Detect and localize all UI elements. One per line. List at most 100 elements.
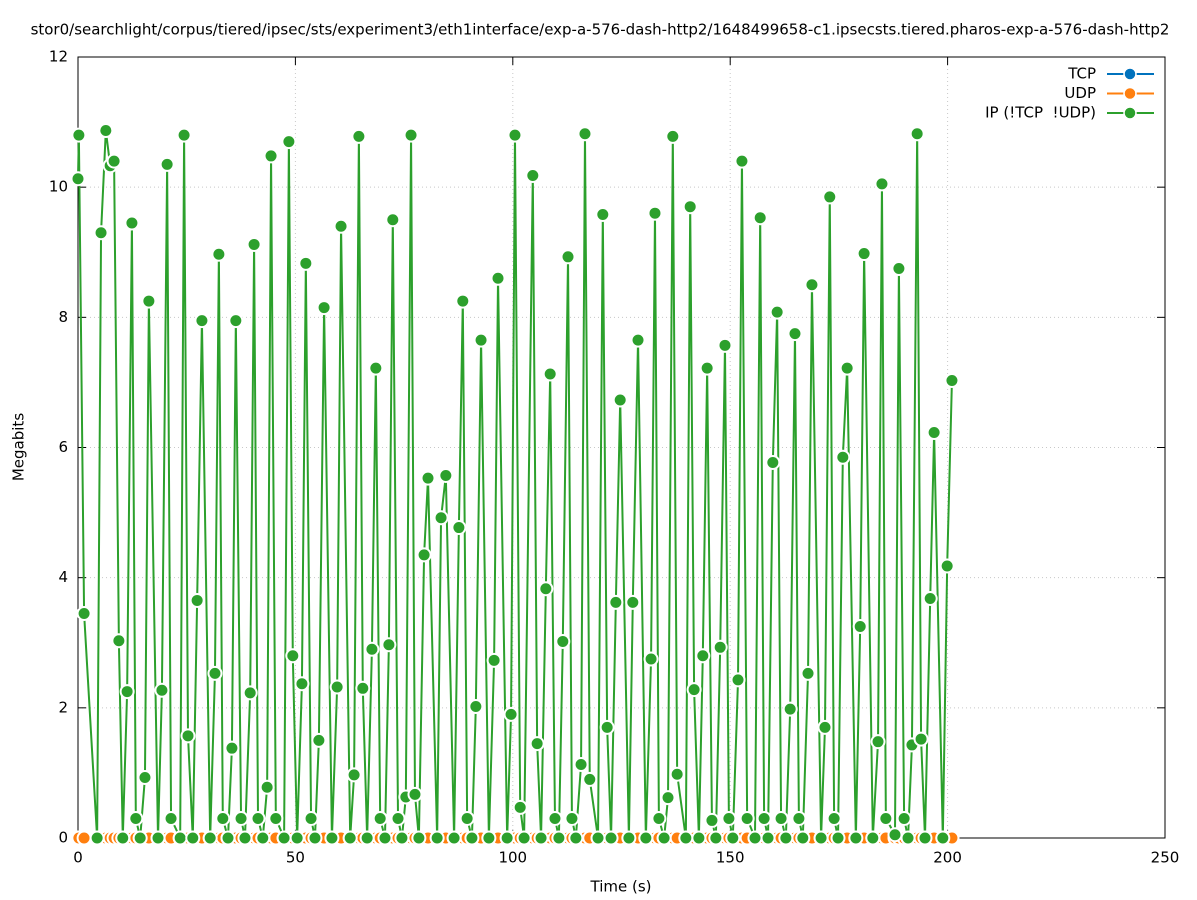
data-point (202, 830, 218, 846)
data-point (612, 392, 628, 408)
data-point (765, 454, 781, 470)
data-point (268, 810, 284, 826)
data-point (70, 171, 86, 187)
data-point (917, 830, 933, 846)
data-point (878, 810, 894, 826)
data-point (486, 652, 502, 668)
data-point (294, 676, 310, 692)
data-point (822, 189, 838, 205)
data-point (913, 731, 929, 747)
legend-marker (1123, 106, 1137, 120)
data-point (76, 830, 92, 846)
data-point (355, 680, 371, 696)
data-point (333, 218, 349, 234)
data-point (159, 156, 175, 172)
data-point (285, 648, 301, 664)
data-point (89, 830, 105, 846)
y-tick-label: 10 (49, 178, 68, 196)
data-point (560, 249, 576, 265)
data-point (115, 830, 131, 846)
data-point (289, 830, 305, 846)
data-point (451, 520, 467, 536)
data-point (194, 313, 210, 329)
data-point (887, 827, 903, 843)
data-point (407, 786, 423, 802)
data-point (529, 736, 545, 752)
data-point (577, 126, 593, 142)
data-point (665, 128, 681, 144)
data-point (608, 594, 624, 610)
data-point (839, 360, 855, 376)
data-point (739, 810, 755, 826)
y-tick-label: 0 (58, 829, 68, 847)
data-point (651, 810, 667, 826)
data-point (98, 123, 114, 139)
data-point (686, 682, 702, 698)
data-point (603, 830, 619, 846)
data-point (189, 592, 205, 608)
y-tick-label: 2 (58, 698, 68, 716)
data-point (263, 148, 279, 164)
data-point (830, 830, 846, 846)
data-point (760, 830, 776, 846)
data-point (459, 810, 475, 826)
data-point (276, 830, 292, 846)
data-point (180, 728, 196, 744)
data-point (359, 830, 375, 846)
data-point (76, 605, 92, 621)
data-point (490, 270, 506, 286)
data-point (207, 665, 223, 681)
data-point (307, 830, 323, 846)
data-point (411, 830, 427, 846)
data-point (346, 767, 362, 783)
data-point (944, 372, 960, 388)
data-point (390, 810, 406, 826)
data-point (896, 810, 912, 826)
data-point (704, 812, 720, 828)
data-point (835, 449, 851, 465)
data-point (233, 810, 249, 826)
data-point (669, 766, 685, 782)
data-point (385, 212, 401, 228)
data-point (259, 779, 275, 795)
data-point (481, 830, 497, 846)
data-point (364, 641, 380, 657)
data-point (255, 830, 271, 846)
data-point (900, 830, 916, 846)
data-point (564, 810, 580, 826)
data-point (311, 732, 327, 748)
data-point (324, 830, 340, 846)
data-point (394, 830, 410, 846)
data-point (804, 277, 820, 293)
y-tick-label: 12 (49, 48, 68, 66)
data-point (870, 734, 886, 750)
data-point (420, 470, 436, 486)
data-point (595, 207, 611, 223)
data-point (630, 332, 646, 348)
data-point (211, 246, 227, 262)
data-point (185, 830, 201, 846)
data-point (712, 639, 728, 655)
data-point (119, 684, 135, 700)
data-point (909, 126, 925, 142)
data-point (416, 547, 432, 563)
data-point (756, 810, 772, 826)
data-point (242, 685, 258, 701)
data-point (499, 830, 515, 846)
data-point (856, 246, 872, 262)
data-point (381, 637, 397, 653)
data-point (551, 830, 567, 846)
data-point (507, 127, 523, 143)
data-point (555, 633, 571, 649)
data-point (730, 672, 746, 688)
data-point (446, 830, 462, 846)
legend-label: TCP (1067, 65, 1096, 83)
data-point (678, 830, 694, 846)
x-tick-label: 200 (933, 849, 962, 867)
data-point (316, 300, 332, 316)
x-tick-label: 50 (286, 849, 305, 867)
data-point (568, 830, 584, 846)
data-point (782, 701, 798, 717)
data-point (533, 830, 549, 846)
